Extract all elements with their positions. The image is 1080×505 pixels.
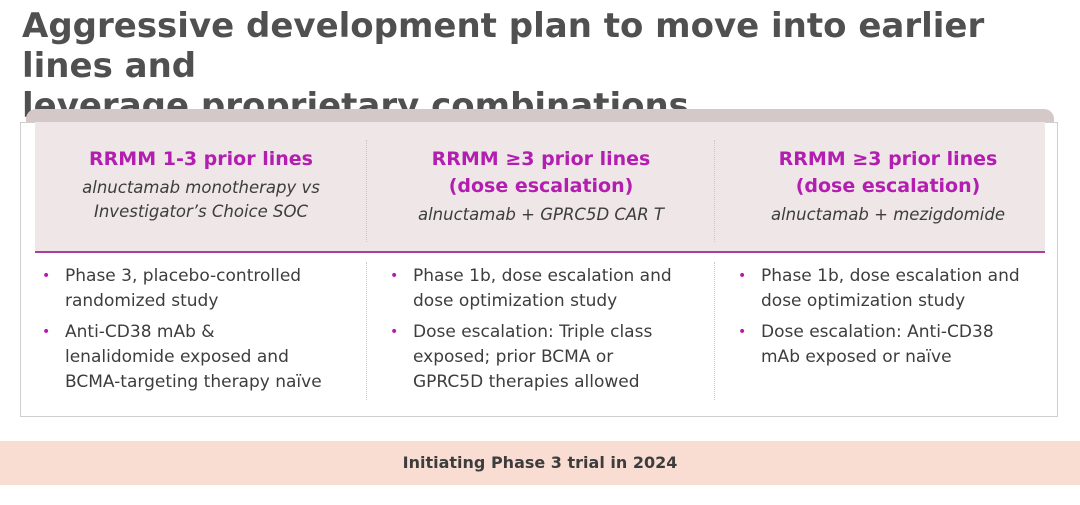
list-item: • Phase 1b, dose escalation and dose opt… [390,266,672,311]
column-divider [366,140,367,242]
column-divider [714,262,715,400]
column-subtitle: alnuctamab monotherapy vs Investigator’s… [36,176,366,224]
list-item: • Phase 3, placebo-controlled randomized… [42,266,302,311]
column-subtitle-line: alnuctamab + GPRC5D CAR T [417,205,664,224]
column-header-1: RRMM 1-3 prior lines alnuctamab monother… [36,146,366,224]
list-item: • Dose escalation: Triple class exposed;… [390,322,653,392]
slide-title-line-1: Aggressive development plan to move into… [22,6,985,86]
column-title-line: RRMM ≥3 prior lines [431,148,651,170]
column-subtitle-line: alnuctamab + mezigdomide [770,205,1006,224]
column-subtitle: alnuctamab + GPRC5D CAR T [368,203,714,227]
column-bullets-1: • Phase 3, placebo-controlled randomized… [38,264,364,401]
column-title-line: (dose escalation) [795,175,981,197]
column-header-band [35,122,1045,252]
bullet-dot-icon: • [738,324,747,340]
bullet-dot-icon: • [390,268,399,284]
footer-banner: Initiating Phase 3 trial in 2024 [0,441,1080,485]
column-title-line: RRMM 1-3 prior lines [89,148,313,170]
list-item: • Dose escalation: Anti-CD38 mAb exposed… [738,322,994,367]
bullet-dot-icon: • [42,268,51,284]
bullet-dot-icon: • [42,324,51,340]
header-divider-line [35,251,1045,253]
column-subtitle: alnuctamab + mezigdomide [716,203,1060,227]
column-header-2: RRMM ≥3 prior lines (dose escalation) al… [368,146,714,227]
column-subtitle-line: Investigator’s Choice SOC [93,202,309,221]
list-item: • Anti-CD38 mAb & lenalidomide exposed a… [42,322,322,392]
slide-title: Aggressive development plan to move into… [22,6,1072,126]
column-divider [714,140,715,242]
column-bullets-2: • Phase 1b, dose escalation and dose opt… [386,264,712,401]
column-title: RRMM ≥3 prior lines (dose escalation) [368,146,714,200]
column-title: RRMM ≥3 prior lines (dose escalation) [716,146,1060,200]
column-title-line: (dose escalation) [448,175,634,197]
column-title: RRMM 1-3 prior lines [36,146,366,173]
list-item: • Phase 1b, dose escalation and dose opt… [738,266,1020,311]
column-divider [366,262,367,400]
footer-text: Initiating Phase 3 trial in 2024 [402,453,678,472]
bullet-dot-icon: • [738,268,747,284]
column-header-3: RRMM ≥3 prior lines (dose escalation) al… [716,146,1060,227]
column-bullets-3: • Phase 1b, dose escalation and dose opt… [734,264,1058,376]
bullet-dot-icon: • [390,324,399,340]
column-title-line: RRMM ≥3 prior lines [778,148,998,170]
column-subtitle-line: alnuctamab monotherapy vs [82,178,320,197]
